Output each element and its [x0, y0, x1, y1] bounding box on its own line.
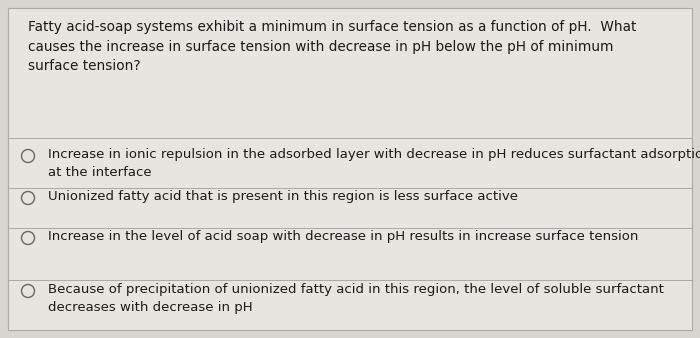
- Text: Because of precipitation of unionized fatty acid in this region, the level of so: Because of precipitation of unionized fa…: [48, 283, 664, 314]
- Text: Unionized fatty acid that is present in this region is less surface active: Unionized fatty acid that is present in …: [48, 190, 518, 203]
- Text: Fatty acid-soap systems exhibit a minimum in surface tension as a function of pH: Fatty acid-soap systems exhibit a minimu…: [28, 20, 636, 73]
- Text: Increase in the level of acid soap with decrease in pH results in increase surfa: Increase in the level of acid soap with …: [48, 230, 638, 243]
- Text: Increase in ionic repulsion in the adsorbed layer with decrease in pH reduces su: Increase in ionic repulsion in the adsor…: [48, 148, 700, 179]
